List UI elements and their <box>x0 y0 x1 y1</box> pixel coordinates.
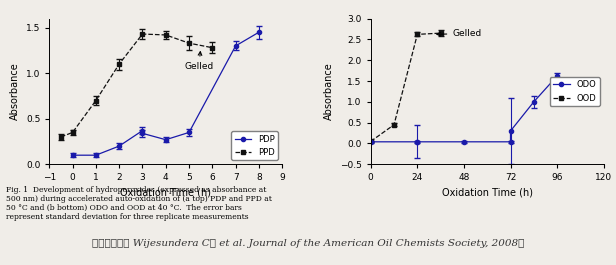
Legend: ODO, OOD: ODO, OOD <box>549 77 599 106</box>
Y-axis label: Absorbance: Absorbance <box>324 63 334 120</box>
Text: Gelled: Gelled <box>184 52 214 71</box>
Legend: PDP, PPD: PDP, PPD <box>231 131 278 160</box>
X-axis label: Oxidation Time (h): Oxidation Time (h) <box>120 188 211 198</box>
X-axis label: Oxidation Time (h): Oxidation Time (h) <box>442 188 533 198</box>
Text: （图表来源： Wijesundera C， et al. Journal of the American Oil Chemists Society, 2008）: （图表来源： Wijesundera C， et al. Journal of … <box>92 238 524 248</box>
Y-axis label: Absorbance: Absorbance <box>10 63 20 120</box>
Text: Fig. 1  Development of hydroperoxides (expressed as absorbance at
500 nm) during: Fig. 1 Development of hydroperoxides (ex… <box>6 186 272 221</box>
Text: Gelled: Gelled <box>437 29 482 38</box>
